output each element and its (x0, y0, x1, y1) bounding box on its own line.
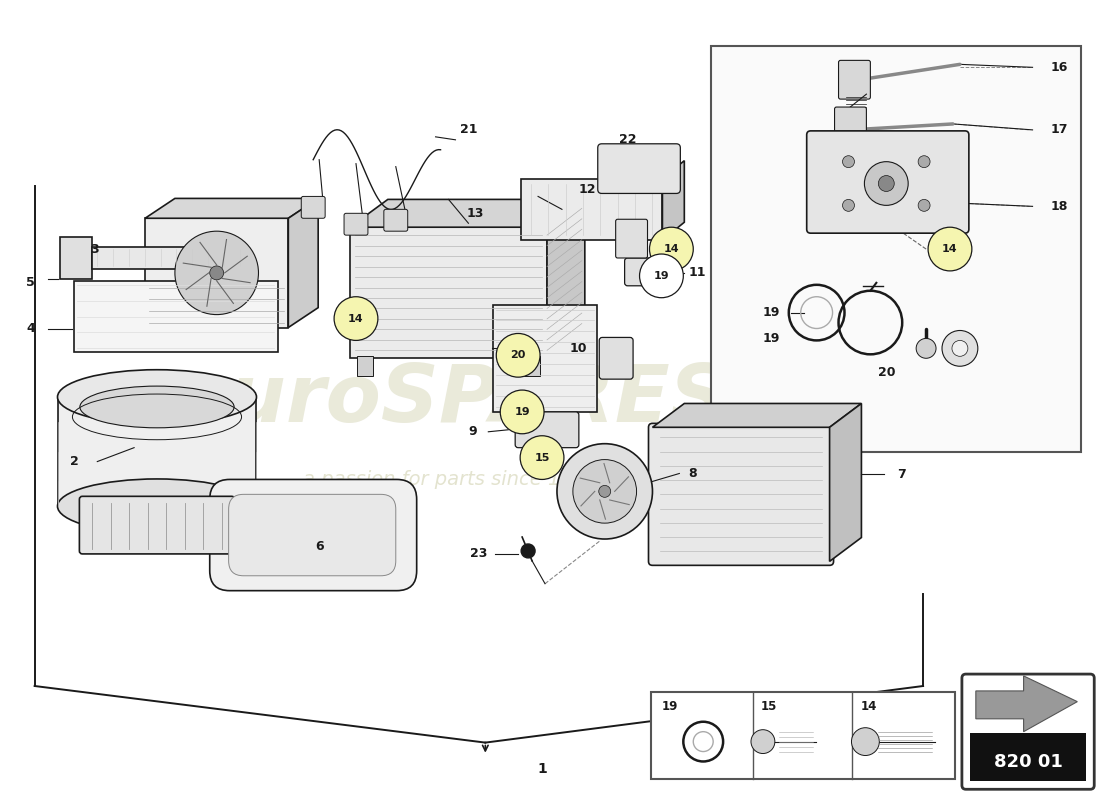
Polygon shape (652, 403, 861, 427)
FancyBboxPatch shape (350, 227, 547, 358)
Circle shape (557, 444, 652, 539)
Text: 19: 19 (653, 271, 669, 281)
Polygon shape (662, 161, 684, 240)
FancyBboxPatch shape (229, 494, 396, 576)
Text: 14: 14 (349, 314, 364, 323)
Text: 11: 11 (689, 266, 706, 279)
Text: 10: 10 (569, 342, 586, 355)
Circle shape (865, 162, 909, 206)
Text: 8: 8 (688, 467, 696, 480)
Text: euroSPARES: euroSPARES (174, 361, 727, 439)
Text: 15: 15 (761, 700, 777, 714)
Polygon shape (829, 403, 861, 562)
Polygon shape (288, 198, 318, 327)
Text: 1: 1 (537, 762, 547, 777)
Circle shape (918, 199, 931, 211)
Circle shape (878, 175, 894, 191)
Circle shape (175, 231, 258, 314)
FancyBboxPatch shape (79, 496, 234, 554)
Circle shape (916, 338, 936, 358)
FancyBboxPatch shape (92, 247, 243, 269)
Polygon shape (976, 676, 1077, 732)
Bar (970, 733, 1087, 782)
Text: 820 01: 820 01 (993, 753, 1063, 770)
Circle shape (928, 227, 972, 271)
Text: 14: 14 (860, 700, 877, 714)
FancyBboxPatch shape (145, 218, 288, 327)
Ellipse shape (57, 370, 256, 424)
FancyBboxPatch shape (57, 397, 256, 506)
FancyBboxPatch shape (616, 219, 648, 258)
FancyBboxPatch shape (301, 197, 326, 218)
Text: 16: 16 (1050, 61, 1068, 74)
FancyBboxPatch shape (600, 338, 634, 379)
Text: 21: 21 (460, 123, 477, 136)
Circle shape (851, 728, 879, 755)
Text: 7: 7 (896, 468, 905, 481)
Text: 9: 9 (469, 426, 476, 438)
Text: 3: 3 (90, 242, 99, 255)
Text: 23: 23 (470, 547, 487, 561)
Circle shape (649, 227, 693, 271)
Bar (651, 692, 955, 779)
Circle shape (843, 156, 855, 168)
Circle shape (334, 297, 378, 341)
Text: 14: 14 (943, 244, 958, 254)
Circle shape (751, 730, 774, 754)
Text: 18: 18 (1050, 200, 1068, 213)
FancyBboxPatch shape (524, 356, 540, 376)
Text: 5: 5 (26, 276, 35, 290)
Polygon shape (547, 199, 585, 358)
Text: 12: 12 (579, 183, 596, 196)
Circle shape (210, 266, 223, 280)
Text: 14: 14 (663, 244, 679, 254)
FancyBboxPatch shape (649, 423, 834, 566)
FancyBboxPatch shape (384, 210, 408, 231)
FancyBboxPatch shape (838, 60, 870, 99)
Text: 6: 6 (315, 541, 323, 554)
FancyBboxPatch shape (806, 131, 969, 233)
Text: 20: 20 (878, 366, 895, 378)
FancyBboxPatch shape (515, 412, 579, 448)
Circle shape (918, 156, 931, 168)
Text: 19: 19 (762, 332, 780, 345)
Ellipse shape (57, 479, 256, 534)
Circle shape (520, 436, 564, 479)
FancyBboxPatch shape (835, 107, 867, 149)
Text: 4: 4 (26, 322, 35, 335)
FancyBboxPatch shape (597, 144, 680, 194)
FancyBboxPatch shape (493, 305, 597, 412)
FancyBboxPatch shape (210, 479, 417, 590)
Text: 20: 20 (510, 350, 526, 360)
Text: 22: 22 (619, 134, 637, 146)
Text: 19: 19 (515, 407, 530, 417)
Circle shape (496, 334, 540, 377)
FancyBboxPatch shape (358, 356, 373, 376)
FancyBboxPatch shape (625, 258, 666, 286)
Circle shape (843, 199, 855, 211)
Text: 19: 19 (661, 700, 678, 714)
FancyBboxPatch shape (344, 214, 367, 235)
Text: a passion for parts since 1985: a passion for parts since 1985 (304, 470, 597, 489)
Circle shape (942, 330, 978, 366)
Circle shape (521, 544, 535, 558)
FancyBboxPatch shape (75, 281, 278, 352)
Text: 15: 15 (535, 453, 550, 462)
Text: 19: 19 (762, 306, 780, 319)
Text: 2: 2 (70, 455, 79, 468)
Circle shape (598, 486, 611, 498)
FancyBboxPatch shape (60, 237, 92, 279)
Bar (712, 46, 1081, 452)
Ellipse shape (80, 386, 234, 428)
Text: 17: 17 (1050, 123, 1068, 136)
Polygon shape (350, 199, 585, 227)
FancyBboxPatch shape (961, 674, 1094, 790)
Circle shape (573, 459, 637, 523)
Polygon shape (145, 198, 318, 218)
Circle shape (500, 390, 544, 434)
Circle shape (952, 341, 968, 356)
Circle shape (639, 254, 683, 298)
Text: 13: 13 (466, 207, 484, 220)
FancyBboxPatch shape (521, 178, 662, 240)
